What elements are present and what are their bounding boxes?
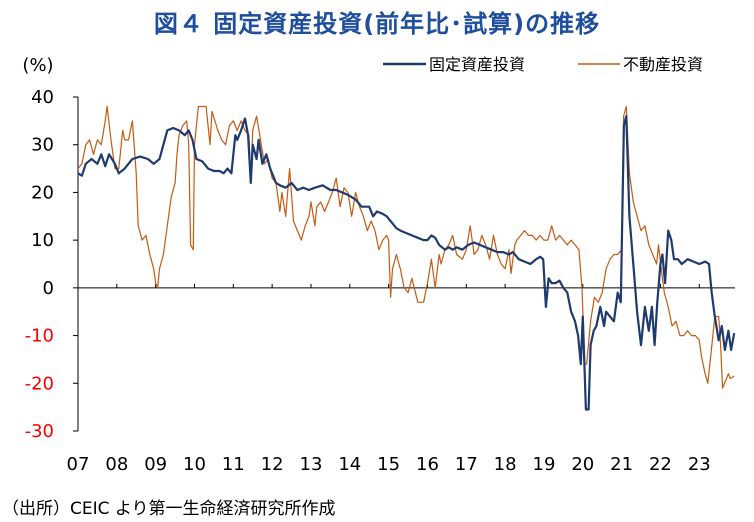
x-tick-label: 11 [222, 454, 245, 475]
chart-title: 図４ 固定資産投資(前年比･試算)の推移 [153, 10, 601, 38]
x-tick-label: 20 [571, 454, 594, 475]
x-ticks: 07 08 09 10 11 12 13 14 15 16 17 18 19 20 21 22 23 [67, 283, 711, 475]
x-tick-label: 16 [416, 454, 439, 475]
series-line-fixed-asset [77, 115, 736, 411]
x-tick-label: 08 [105, 454, 128, 475]
series-line-real-estate [77, 105, 735, 389]
x-tick-label: 09 [144, 454, 167, 475]
legend-label-re: 不動産投資 [623, 55, 703, 74]
x-tick-label: 12 [261, 454, 284, 475]
x-tick-label: 17 [455, 454, 478, 475]
y-axis-label: (%) [22, 55, 53, 76]
y-ticks: 40 30 20 10 0 -10 -20 -30 [25, 87, 78, 442]
y-tick-label: 10 [31, 230, 54, 251]
y-tick-label: 0 [43, 278, 54, 299]
y-tick-label: -20 [25, 373, 54, 394]
x-tick-label: 23 [688, 454, 711, 475]
x-tick-label: 10 [183, 454, 206, 475]
legend-label-fai: 固定資産投資 [429, 55, 525, 74]
axes [77, 97, 735, 431]
legend: 固定資産投資 不動産投資 [383, 55, 703, 74]
x-tick-label: 15 [377, 454, 400, 475]
source-note: （出所）CEIC より第一生命経済研究所作成 [2, 499, 336, 519]
y-tick-label: -30 [25, 421, 54, 442]
x-tick-label: 07 [67, 454, 90, 475]
x-tick-label: 13 [300, 454, 323, 475]
x-tick-label: 19 [533, 454, 556, 475]
y-tick-label: 40 [31, 87, 54, 108]
x-tick-label: 18 [494, 454, 517, 475]
x-tick-label: 21 [610, 454, 633, 475]
x-tick-label: 14 [338, 454, 361, 475]
y-tick-label: 20 [31, 182, 54, 203]
y-tick-label: 30 [31, 135, 54, 156]
y-tick-label: -10 [25, 326, 54, 347]
x-tick-label: 22 [649, 454, 672, 475]
